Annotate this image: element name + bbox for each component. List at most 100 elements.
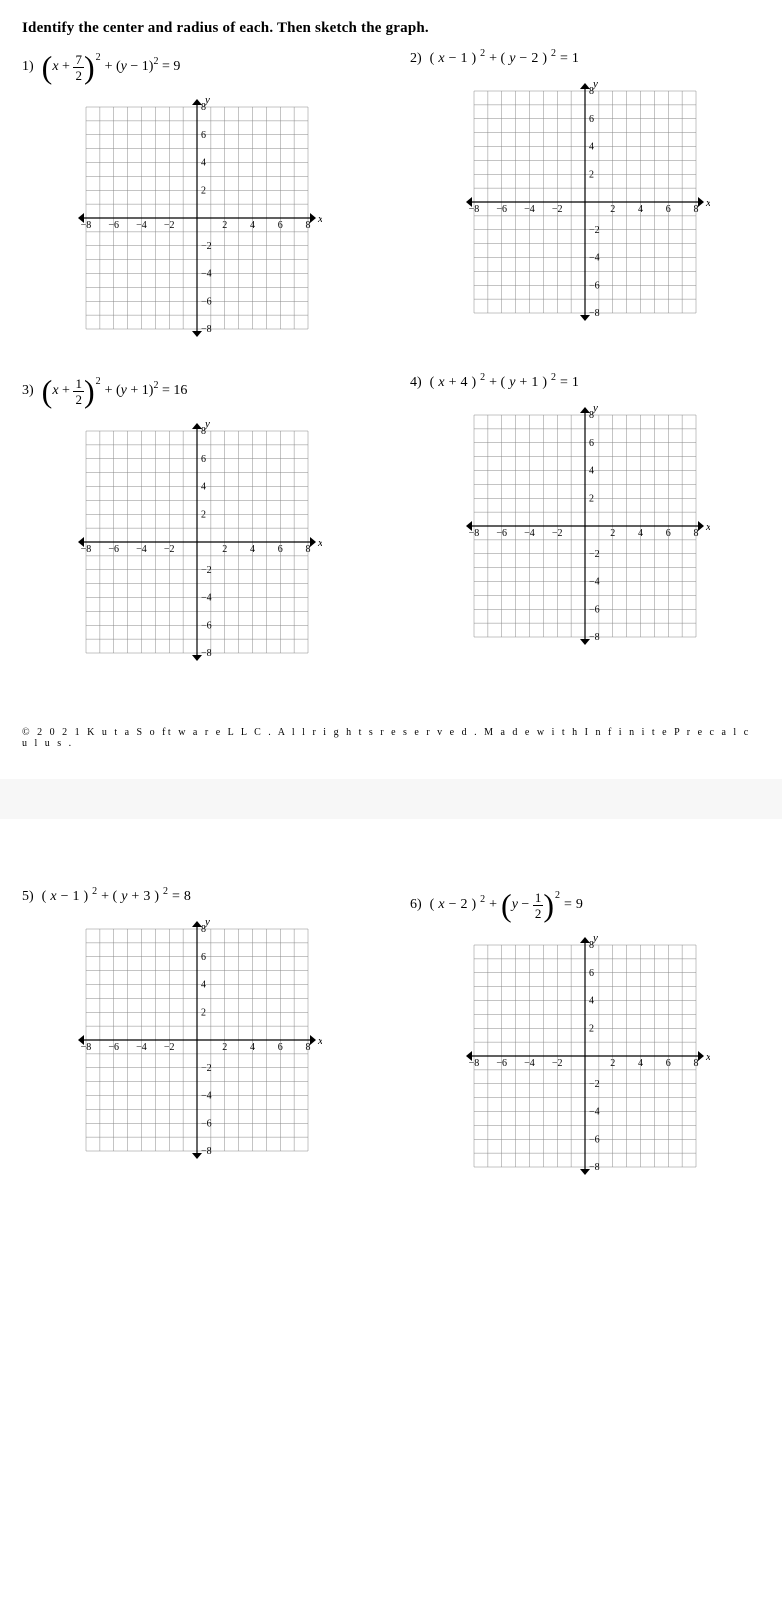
svg-text:−2: −2 <box>552 204 563 215</box>
problem-6: 6) (x − 2)2 + ( y − 12 )2 = 9 −8−6−4−224… <box>410 889 760 1181</box>
svg-text:2: 2 <box>610 1058 615 1069</box>
svg-text:−8: −8 <box>201 324 212 335</box>
coordinate-grid: −8−6−4−22468−8−6−4−22468xy <box>72 915 322 1165</box>
svg-text:x: x <box>705 521 710 533</box>
svg-text:2: 2 <box>222 1042 227 1053</box>
problem-header: 3) ( x + 12 )2 + (y + 1)2 = 16 <box>22 375 372 407</box>
svg-text:4: 4 <box>250 1042 255 1053</box>
svg-text:−4: −4 <box>524 204 535 215</box>
problem-row: 1) ( x + 72 )2 + (y − 1)2 = 9 −8−6−4−224… <box>22 51 760 343</box>
svg-text:−8: −8 <box>81 220 92 231</box>
equation: (x − 2)2 + ( y − 12 )2 = 9 <box>430 889 583 921</box>
svg-text:−8: −8 <box>81 544 92 555</box>
svg-text:−6: −6 <box>108 220 119 231</box>
svg-text:y: y <box>204 916 210 928</box>
graph-container: −8−6−4−22468−8−6−4−22468xy <box>410 77 760 327</box>
svg-text:x: x <box>317 213 322 225</box>
svg-text:−2: −2 <box>552 528 563 539</box>
graph-container: −8−6−4−22468−8−6−4−22468xy <box>410 931 760 1181</box>
svg-text:−2: −2 <box>201 1063 212 1074</box>
svg-text:−2: −2 <box>164 220 175 231</box>
coordinate-grid: −8−6−4−22468−8−6−4−22468xy <box>72 417 322 667</box>
svg-text:6: 6 <box>278 220 283 231</box>
svg-text:6: 6 <box>201 454 206 465</box>
svg-text:x: x <box>317 537 322 549</box>
svg-text:−4: −4 <box>589 1107 600 1118</box>
svg-text:x: x <box>705 1051 710 1063</box>
equation: (x − 1)2 + (y − 2)2 = 1 <box>430 51 579 67</box>
svg-text:−8: −8 <box>589 308 600 319</box>
svg-text:2: 2 <box>222 544 227 555</box>
svg-text:−6: −6 <box>589 604 600 615</box>
problem-number: 5) <box>22 889 34 905</box>
equation: ( x + 12 )2 + (y + 1)2 = 16 <box>42 375 188 407</box>
problem-4: 4) (x + 4)2 + (y + 1)2 = 1 −8−6−4−22468−… <box>410 375 760 667</box>
svg-text:2: 2 <box>201 509 206 520</box>
worksheet-instructions: Identify the center and radius of each. … <box>22 20 760 37</box>
svg-text:−8: −8 <box>81 1042 92 1053</box>
svg-text:4: 4 <box>250 220 255 231</box>
problem-number: 3) <box>22 383 34 399</box>
problem-number: 2) <box>410 51 422 67</box>
svg-text:2: 2 <box>589 493 594 504</box>
svg-text:2: 2 <box>589 169 594 180</box>
svg-text:4: 4 <box>589 466 594 477</box>
svg-text:2: 2 <box>610 204 615 215</box>
svg-text:x: x <box>317 1035 322 1047</box>
problem-3: 3) ( x + 12 )2 + (y + 1)2 = 16 −8 −6 −4 −2 2… <box>22 375 372 667</box>
svg-text:2: 2 <box>610 528 615 539</box>
svg-text:6: 6 <box>278 544 283 555</box>
svg-text:−6: −6 <box>589 1134 600 1145</box>
svg-text:6: 6 <box>201 952 206 963</box>
svg-text:−6: −6 <box>496 1058 507 1069</box>
svg-text:6: 6 <box>589 968 594 979</box>
svg-text:6: 6 <box>666 1058 671 1069</box>
problem-header: 2) (x − 1)2 + (y − 2)2 = 1 <box>410 51 760 67</box>
svg-text:−6: −6 <box>201 1118 212 1129</box>
problem-header: 6) (x − 2)2 + ( y − 12 )2 = 9 <box>410 889 760 921</box>
svg-text:4: 4 <box>201 158 206 169</box>
problem-header: 5) (x − 1)2 + (y + 3)2 = 8 <box>22 889 372 905</box>
svg-text:−4: −4 <box>589 577 600 588</box>
problem-number: 4) <box>410 375 422 391</box>
page-break <box>0 779 782 819</box>
svg-text:8: 8 <box>694 528 699 539</box>
svg-text:6: 6 <box>201 130 206 141</box>
svg-text:−8: −8 <box>201 648 212 659</box>
svg-text:−4: −4 <box>136 1042 147 1053</box>
coordinate-grid: −8−6−4−22468−8−6−4−22468xy <box>72 93 322 343</box>
svg-text:4: 4 <box>589 142 594 153</box>
svg-text:−6: −6 <box>201 296 212 307</box>
svg-text:4: 4 <box>638 528 643 539</box>
svg-text:−6: −6 <box>201 620 212 631</box>
svg-text:−6: −6 <box>496 528 507 539</box>
equation: (x − 1)2 + (y + 3)2 = 8 <box>42 889 191 905</box>
svg-text:−2: −2 <box>589 225 600 236</box>
svg-text:y: y <box>204 94 210 106</box>
svg-text:4: 4 <box>638 204 643 215</box>
graph-container: −8−6−4−22468−8−6−4−22468xy <box>22 915 372 1165</box>
svg-text:−2: −2 <box>201 241 212 252</box>
svg-text:6: 6 <box>666 204 671 215</box>
coordinate-grid: −8−6−4−22468−8−6−4−22468xy <box>460 77 710 327</box>
svg-text:2: 2 <box>589 1023 594 1034</box>
svg-text:2: 2 <box>201 1007 206 1018</box>
svg-text:−8: −8 <box>589 632 600 643</box>
svg-text:−6: −6 <box>108 544 119 555</box>
svg-text:−2: −2 <box>589 1079 600 1090</box>
svg-text:−4: −4 <box>136 544 147 555</box>
problem-row: 3) ( x + 12 )2 + (y + 1)2 = 16 −8 −6 −4 −2 2… <box>22 375 760 667</box>
coordinate-grid: −8−6−4−22468−8−6−4−22468xy <box>460 401 710 651</box>
svg-text:−4: −4 <box>201 1091 212 1102</box>
svg-text:−2: −2 <box>164 1042 175 1053</box>
svg-text:−4: −4 <box>201 593 212 604</box>
svg-text:−8: −8 <box>469 528 480 539</box>
svg-text:8: 8 <box>694 204 699 215</box>
problem-header: 4) (x + 4)2 + (y + 1)2 = 1 <box>410 375 760 391</box>
copyright-line: © 2 0 2 1 K u t a S o ft w a r e L L C .… <box>22 727 760 749</box>
problem-1: 1) ( x + 72 )2 + (y − 1)2 = 9 −8−6−4−224… <box>22 51 372 343</box>
svg-text:4: 4 <box>638 1058 643 1069</box>
svg-text:−2: −2 <box>201 565 212 576</box>
problem-number: 6) <box>410 897 422 913</box>
graph-container: −8−6−4−22468−8−6−4−22468xy <box>22 93 372 343</box>
